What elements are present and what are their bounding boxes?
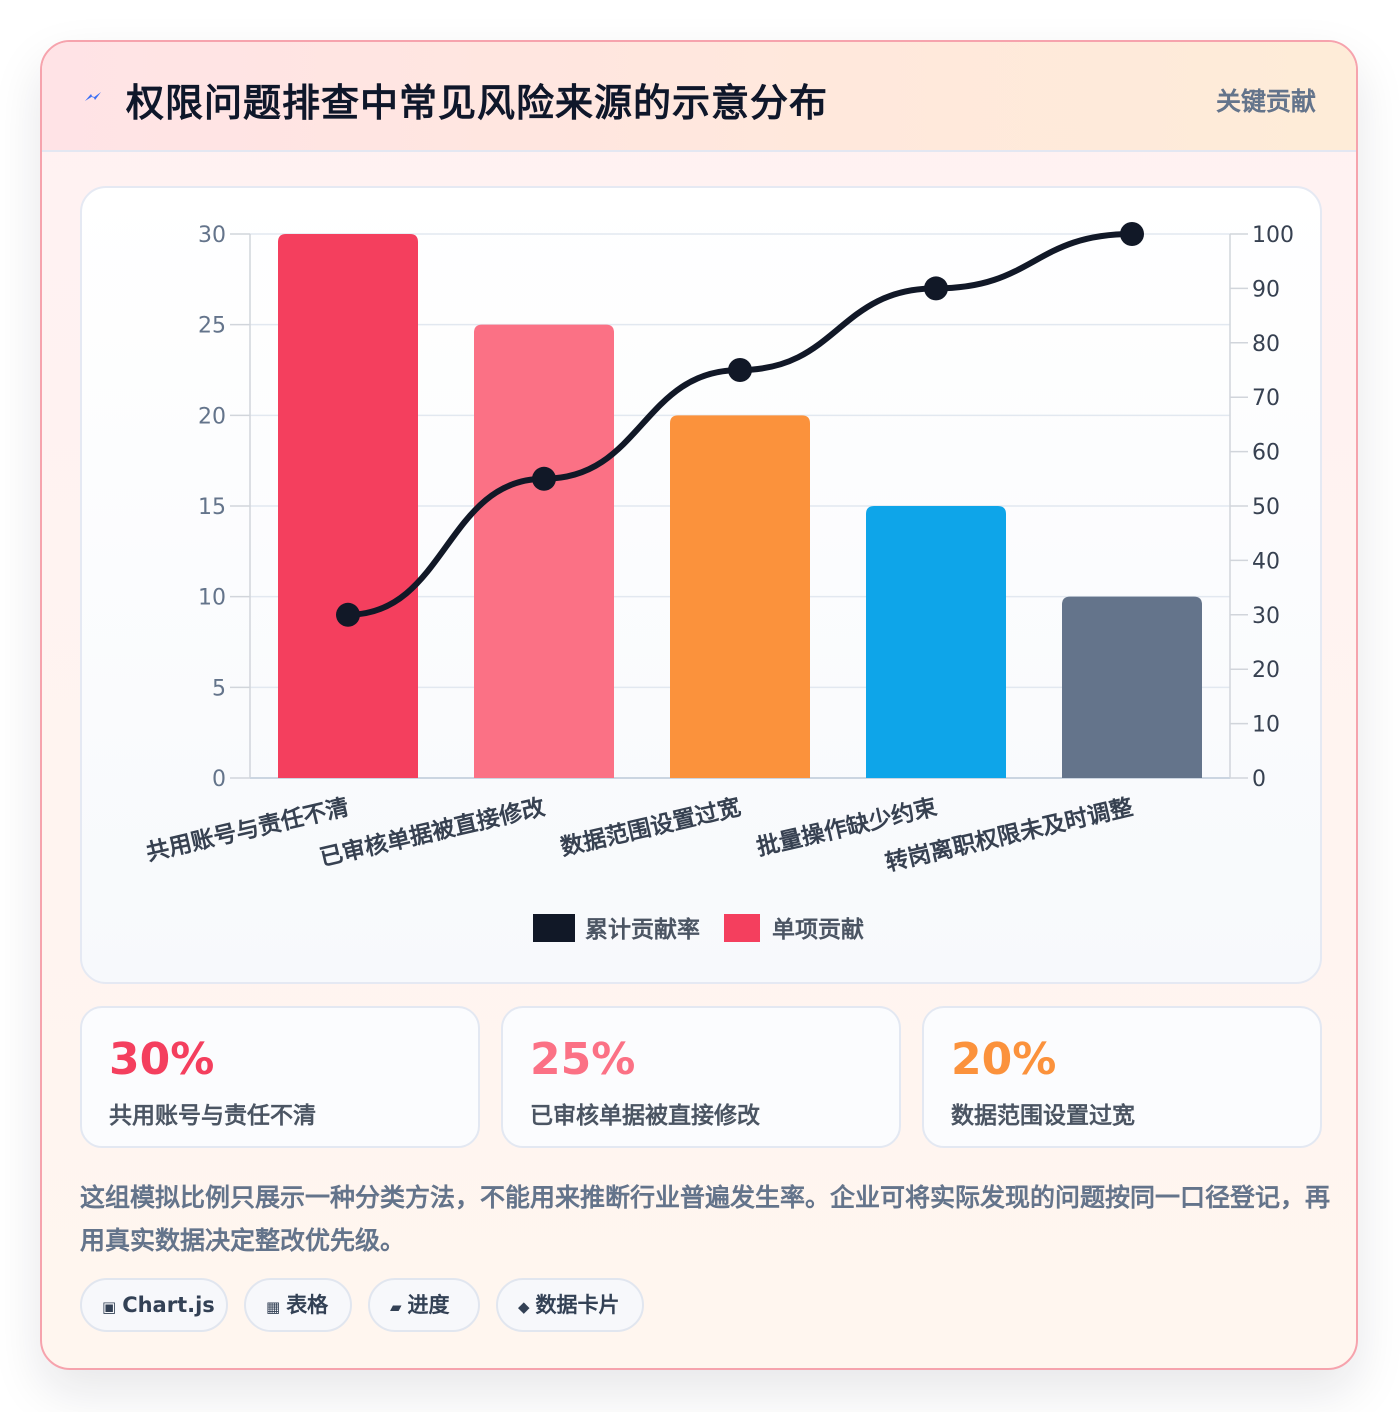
tag-table[interactable]: ▦ 表格 <box>244 1278 352 1332</box>
table-icon: ▦ <box>266 1298 281 1316</box>
legend-swatch <box>533 914 575 942</box>
y-right-tick-label: 40 <box>1252 549 1280 574</box>
stat-label: 数据范围设置过宽 <box>951 1103 1135 1129</box>
y-left-tick-label: 25 <box>198 314 226 339</box>
y-right-tick-label: 30 <box>1252 604 1280 629</box>
x-tick-label: 数据范围设置过宽 <box>558 794 743 862</box>
y-left-tick-label: 15 <box>198 495 226 520</box>
bar <box>866 506 1006 778</box>
y-right-tick-label: 50 <box>1252 495 1280 520</box>
y-right-tick-label: 20 <box>1252 658 1280 683</box>
line-point <box>728 358 752 382</box>
bar <box>670 415 810 778</box>
legend-swatch <box>724 914 760 942</box>
chart-icon: ▣ <box>102 1298 117 1316</box>
stat-value: 20% <box>951 1034 1057 1085</box>
chart-card: 权限问题排查中常见风险来源的示意分布 关键贡献 0 5 10 15 20 25 30 0 10 2… <box>40 40 1358 1370</box>
y-left-tick-label: 30 <box>198 223 226 248</box>
stat-label: 共用账号与责任不清 <box>109 1103 316 1129</box>
y-left-tick-label: 0 <box>212 767 226 792</box>
disclaimer-note: 这组模拟比例只展示一种分类方法，不能用来推断行业普遍发生率。企业可将实际发现的问… <box>80 1183 1331 1255</box>
stat-label: 已审核单据被直接修改 <box>530 1103 760 1129</box>
legend-label: 单项贡献 <box>772 917 864 943</box>
y-left-tick-label: 10 <box>198 586 226 611</box>
y-right-tick-label: 80 <box>1252 332 1280 357</box>
card-header: 权限问题排查中常见风险来源的示意分布 关键贡献 <box>42 42 1356 152</box>
tag-data-card[interactable]: ◆ 数据卡片 <box>496 1278 644 1332</box>
bar <box>278 234 418 778</box>
diamond-icon: ◆ <box>518 1298 530 1316</box>
header-badge: 关键贡献 <box>1215 87 1316 116</box>
stat-cards: 30% 共用账号与责任不清 25% 已审核单据被直接修改 20% 数据范围设置过… <box>80 1006 1322 1148</box>
stat-card: 25% 已审核单据被直接修改 <box>501 1006 901 1148</box>
legend-label: 累计贡献率 <box>585 916 700 943</box>
chart-panel: 0 5 10 15 20 25 30 0 10 20 30 40 50 60 70 80 90 100 共用账号与责… <box>80 186 1322 984</box>
tag-progress[interactable]: ▰ 进度 <box>368 1278 480 1332</box>
progress-icon: ▰ <box>390 1298 402 1316</box>
y-right-tick-label: 10 <box>1252 713 1280 738</box>
y-right-tick-label: 70 <box>1252 386 1280 411</box>
line-point <box>532 466 556 491</box>
y-left-tick-label: 5 <box>212 676 226 701</box>
bar <box>1062 596 1202 778</box>
stat-value: 25% <box>530 1034 636 1085</box>
cumulative-line <box>345 231 1135 618</box>
x-tick-label: 已审核单据被直接修改 <box>317 794 547 872</box>
stat-card: 30% 共用账号与责任不清 <box>80 1006 480 1148</box>
page-title: 权限问题排查中常见风险来源的示意分布 <box>126 81 829 125</box>
line-point <box>924 276 948 301</box>
stat-card: 20% 数据范围设置过宽 <box>922 1006 1322 1148</box>
y-right-tick-label: 90 <box>1252 277 1280 302</box>
y-right-tick-label: 0 <box>1252 767 1266 792</box>
pareto-chart: 0510152025300102030405060708090100共用账号与责… <box>144 222 1294 943</box>
bar <box>474 324 614 778</box>
lightning-icon <box>85 92 101 101</box>
stat-value: 30% <box>109 1034 215 1085</box>
line-point <box>1120 222 1144 246</box>
y-right-tick-label: 100 <box>1252 223 1294 248</box>
y-left-tick-label: 20 <box>198 404 226 429</box>
line-point <box>336 602 360 627</box>
tag-chartjs[interactable]: ▣ Chart.js <box>80 1278 228 1332</box>
y-right-tick-label: 60 <box>1252 441 1280 466</box>
